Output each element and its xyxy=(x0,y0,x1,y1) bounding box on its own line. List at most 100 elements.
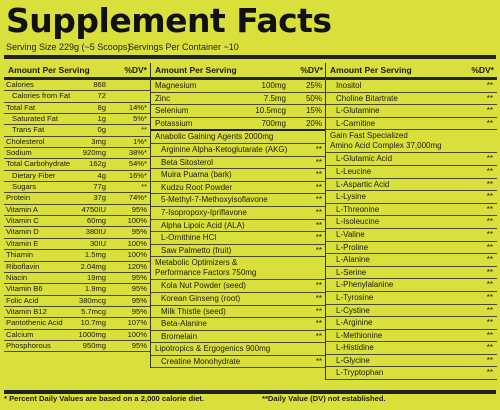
table-row: Vitamin B12 5.7mcg 95% xyxy=(4,306,150,319)
nutrient-name: L-Phenylalanine xyxy=(336,280,394,290)
nutrient-dv: ** xyxy=(486,118,493,128)
table-row: Bromelain ** xyxy=(151,331,326,344)
nutrient-dv: 95% xyxy=(131,204,147,214)
table-row: Vitamin B6 1.9mg 95% xyxy=(4,284,150,296)
dv-header: %DV* xyxy=(124,65,147,75)
nutrient-name: L-Glutamine xyxy=(336,106,380,116)
nutrient-name: L-Carnitine xyxy=(336,118,376,128)
nutrient-name: 5-Methyl-7-Methoxyisoflavone xyxy=(161,195,268,205)
nutrient-dv: 107% xyxy=(127,318,147,328)
column-minerals-blends: Amount Per Serving %DV* Magnesium 100mg 25… xyxy=(150,63,326,369)
table-row: Calories from Fat 72 xyxy=(4,91,150,103)
table-row: L-Ornithine HCl ** xyxy=(151,232,326,245)
nutrient-amount: 5.7mcg xyxy=(81,306,106,316)
nutrient-dv: ** xyxy=(486,330,493,340)
nutrient-name: L-Serine xyxy=(336,267,367,277)
table-row: Anabolic Gaining Agents 2000mg xyxy=(151,131,326,144)
nutrient-dv: ** xyxy=(315,331,322,341)
table-row: Sugars 77g ** xyxy=(4,182,150,194)
nutrient-amount: 162g xyxy=(89,159,106,169)
nutrient-amount: 920mg xyxy=(82,148,106,158)
nutrient-name: Vitamin B6 xyxy=(6,284,43,294)
table-row: Saw Palmetto (fruit) ** xyxy=(151,245,326,258)
table-row: Calcium 1000mg 100% xyxy=(4,330,150,341)
nutrient-name: Dietary Fiber xyxy=(12,170,56,180)
nutrient-name: L-Ornithine HCl xyxy=(161,233,217,243)
table-row: L-Isoleucine ** xyxy=(326,216,497,229)
table-row: Inositol ** xyxy=(326,80,497,93)
table-row: Folic Acid 380mcg 95% xyxy=(4,296,150,307)
top-divider xyxy=(4,55,496,59)
nutrient-amount: 0g xyxy=(97,125,106,135)
table-row: Kudzu Root Powder ** xyxy=(151,182,326,195)
nutrient-dv: ** xyxy=(315,157,322,167)
nutrient-name: Phosphorous xyxy=(6,340,51,350)
table-row: Potassium 700mg 20% xyxy=(151,118,326,132)
nutrient-dv: 1%* xyxy=(133,136,147,146)
table-row: 5-Methyl-7-Methoxyisoflavone ** xyxy=(151,194,326,207)
nutrient-amount: 72 xyxy=(97,91,106,101)
table-row: L-Glutamine ** xyxy=(326,105,497,118)
nutrient-dv: ** xyxy=(315,207,322,217)
nutrient-dv: ** xyxy=(486,81,493,90)
table-row: L-Arginine ** xyxy=(326,317,497,330)
nutrient-name: L-Alanine xyxy=(336,255,370,265)
table-row: Phosphorous 950mg 95% xyxy=(4,340,150,353)
nutrient-name: L-Arginine xyxy=(336,318,373,328)
nutrient-dv: ** xyxy=(486,355,493,365)
nutrient-name: Muira Puama (bark) xyxy=(161,170,232,180)
amount-header: Amount Per Serving xyxy=(8,65,90,75)
table-row: L-Phenylalanine ** xyxy=(326,279,497,292)
column-header: Amount Per Serving %DV* xyxy=(4,63,150,80)
table-row: Dietary Fiber 4g 16%* xyxy=(4,170,150,183)
nutrient-dv: 15% xyxy=(305,106,322,116)
servings-per-container: Servings Per Container ~10 xyxy=(128,42,239,52)
nutrient-amount: 8g xyxy=(97,102,106,112)
nutrient-dv: 5%* xyxy=(133,114,147,124)
nutrient-name: Total Carbohydrate xyxy=(6,159,71,169)
nutrient-amount: 700mg xyxy=(261,118,286,128)
nutrient-amount: 4750IU xyxy=(81,204,107,214)
nutrient-name: Vitamin D xyxy=(6,227,39,237)
nutrient-dv: ** xyxy=(315,293,322,303)
amount-header: Amount Per Serving xyxy=(155,65,237,75)
nutrient-name: Calories from Fat xyxy=(12,91,71,101)
nutrient-dv: 74%* xyxy=(128,193,147,203)
nutrient-amount: 30IU xyxy=(89,238,106,248)
nutrient-name: Sodium xyxy=(6,148,32,158)
nutrient-name: Protein xyxy=(6,193,31,203)
dv-header: %DV* xyxy=(300,65,323,75)
nutrient-name: Vitamin B12 xyxy=(6,306,47,316)
nutrient-name: Trans Fat xyxy=(12,125,45,135)
column-header: Amount Per Serving %DV* xyxy=(326,63,497,80)
table-row: Arginine Alpha-Ketoglutarate (AKG) ** xyxy=(151,144,326,157)
nutrient-amount: 2.04mg xyxy=(80,261,106,271)
nutrient-amount: 7.5mg xyxy=(263,93,286,103)
nutrient-dv: 38%* xyxy=(128,148,147,158)
table-row: L-Serine ** xyxy=(326,267,497,280)
nutrient-amount: 1000mg xyxy=(78,329,106,339)
table-row: L-Aspartic Acid ** xyxy=(326,179,497,192)
nutrient-amount: 3mg xyxy=(91,136,106,146)
nutrient-name-line2: Performance Factors 750mg xyxy=(155,268,257,278)
nutrient-name: Beta Sitosterol xyxy=(161,157,214,167)
nutrient-amount: 380IU xyxy=(85,227,106,237)
nutrient-name: Gain Fast Specialized xyxy=(330,131,408,141)
nutrient-dv: ** xyxy=(486,267,493,277)
nutrient-dv: ** xyxy=(315,182,322,192)
nutrient-name: L-Glycine xyxy=(336,355,370,365)
nutrient-dv: ** xyxy=(486,229,493,239)
nutrient-name: L-Threonine xyxy=(336,204,380,214)
nutrient-dv: ** xyxy=(141,182,147,192)
table-row: L-Tryptophan ** xyxy=(326,367,497,381)
table-row: Metabolic Optimizers & Performance Factor… xyxy=(151,257,326,281)
column-header: Amount Per Serving %DV* xyxy=(151,63,326,80)
nutrient-dv: ** xyxy=(315,220,322,230)
nutrient-name: Total Fat xyxy=(6,102,36,112)
table-row: L-Tyrosine ** xyxy=(326,292,497,305)
table-row: 7-Isopropoxy-Ipriflavone ** xyxy=(151,207,326,220)
nutrient-amount: 10.5mcg xyxy=(255,106,286,116)
nutrient-dv: ** xyxy=(486,280,493,290)
nutrient-amount: 10.7mg xyxy=(80,318,106,328)
nutrient-name: Beta-Alanine xyxy=(161,319,207,329)
